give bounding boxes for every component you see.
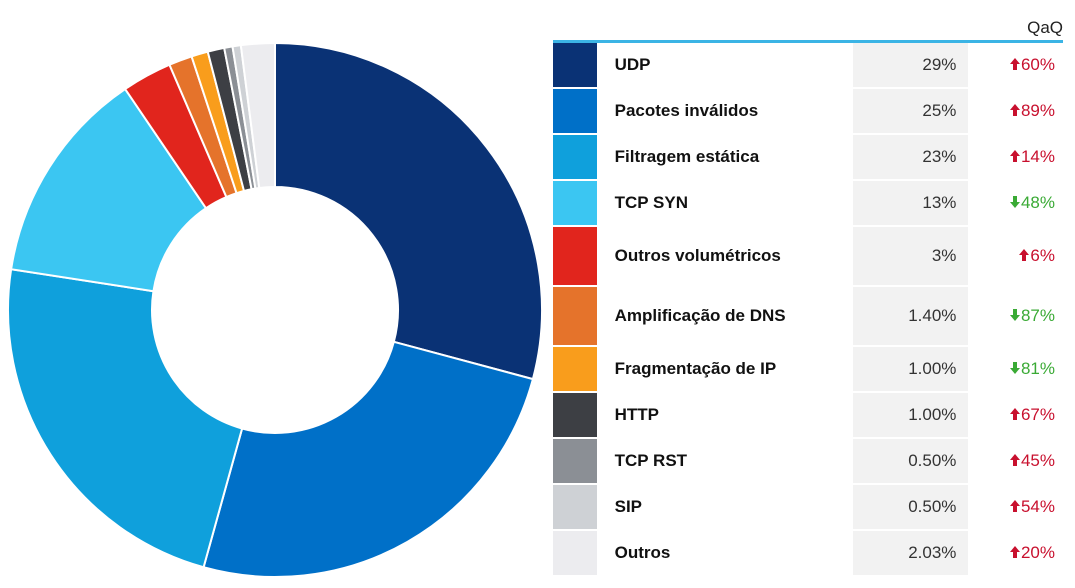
qoq-label: 54% [1020, 497, 1055, 516]
legend-label: Pacotes inválidos [596, 88, 854, 135]
qoq-label: 6% [1030, 246, 1055, 265]
legend-label: Outros volumétricos [596, 226, 854, 287]
arrow-shape [1009, 408, 1020, 420]
qoq-label: 20% [1020, 543, 1055, 562]
legend-row: SIP 0.50% 54% [553, 484, 1063, 531]
value-label: 3% [853, 226, 969, 287]
qoq-label: 45% [1020, 451, 1055, 470]
legend-row: TCP SYN 13% 48% [553, 180, 1063, 227]
trend-arrow [1009, 546, 1020, 558]
legend-row: Fragmentação de IP 1.00% 81% [553, 346, 1063, 393]
value-label: 1.00% [853, 392, 969, 439]
value-label: 23% [853, 134, 969, 181]
donut-slice [7, 268, 244, 569]
donut-slice [202, 340, 535, 578]
trend-arrow [1009, 150, 1020, 162]
legend-label: Amplificação de DNS [596, 286, 854, 347]
qoq-cell: 89% [968, 88, 1063, 135]
donut-slice [9, 87, 208, 293]
legend-row: HTTP 1.00% 67% [553, 392, 1063, 439]
legend-row: Outros 2.03% 20% [553, 530, 1063, 577]
legend-label: Filtragem estática [596, 134, 854, 181]
legend-swatch [553, 286, 597, 347]
legend-swatch [553, 180, 597, 227]
qoq-cell: 20% [968, 530, 1063, 577]
legend-label: TCP RST [596, 438, 854, 485]
legend-row: Outros volumétricos 3% 6% [553, 226, 1063, 287]
donut-slice [274, 41, 543, 381]
arrow-shape [1009, 454, 1020, 466]
legend-label: TCP SYN [596, 180, 854, 227]
qoq-cell: 48% [968, 180, 1063, 227]
value-label: 0.50% [853, 484, 969, 531]
qoq-header: QaQ [1027, 18, 1063, 37]
trend-arrow [1019, 249, 1030, 261]
legend-label: HTTP [596, 392, 854, 439]
legend-row: Pacotes inválidos 25% 89% [553, 88, 1063, 135]
donut-chart [7, 41, 543, 578]
arrow-shape [1019, 249, 1030, 261]
qoq-label: 81% [1020, 359, 1055, 378]
qoq-cell: 6% [968, 226, 1063, 287]
qoq-cell: 45% [968, 438, 1063, 485]
legend-swatch [553, 346, 597, 393]
value-label: 0.50% [853, 438, 969, 485]
trend-arrow [1009, 500, 1020, 512]
qoq-cell: 54% [968, 484, 1063, 531]
qoq-cell: 87% [968, 286, 1063, 347]
trend-arrow [1009, 408, 1020, 420]
qoq-label: 48% [1020, 193, 1055, 212]
value-label: 13% [853, 180, 969, 227]
qoq-cell: 60% [968, 41, 1063, 89]
value-label: 1.00% [853, 346, 969, 393]
legend-swatch [553, 530, 597, 577]
arrow-shape [1009, 546, 1020, 558]
legend-row: Amplificação de DNS 1.40% 87% [553, 286, 1063, 347]
qoq-label: 89% [1020, 101, 1055, 120]
legend-swatch [553, 88, 597, 135]
value-label: 29% [853, 41, 969, 89]
value-label: 2.03% [853, 530, 969, 577]
legend-row: Filtragem estática 23% 14% [553, 134, 1063, 181]
arrow-shape [1009, 150, 1020, 162]
value-label: 1.40% [853, 286, 969, 347]
trend-arrow [1009, 362, 1020, 374]
trend-arrow [1009, 104, 1020, 116]
trend-arrow [1009, 454, 1020, 466]
legend-row: TCP RST 0.50% 45% [553, 438, 1063, 485]
qoq-cell: 67% [968, 392, 1063, 439]
legend-label: Outros [596, 530, 854, 577]
legend-row: UDP 29% 60% [553, 41, 1063, 89]
legend-label: SIP [596, 484, 854, 531]
legend-label: UDP [596, 41, 854, 89]
legend-swatch [553, 438, 597, 485]
legend-swatch [553, 41, 597, 89]
qoq-label: 60% [1020, 55, 1055, 74]
legend-swatch [553, 134, 597, 181]
arrow-shape [1009, 104, 1020, 116]
value-label: 25% [853, 88, 969, 135]
legend-swatch [553, 226, 597, 287]
qoq-label: 87% [1020, 306, 1055, 325]
arrow-shape [1009, 309, 1020, 321]
trend-arrow [1009, 309, 1020, 321]
donut-slice [239, 41, 276, 190]
arrow-shape [1009, 58, 1020, 70]
qoq-label: 14% [1020, 147, 1055, 166]
arrow-shape [1009, 500, 1020, 512]
legend-swatch [553, 484, 597, 531]
arrow-shape [1009, 362, 1020, 374]
trend-arrow [1009, 58, 1020, 70]
arrow-shape [1009, 196, 1020, 208]
trend-arrow [1009, 196, 1020, 208]
legend-table: UDP 29% 60% Pacotes inválidos 25% 89% Filtrage… [553, 40, 1063, 577]
legend-label: Fragmentação de IP [596, 346, 854, 393]
qoq-label: 67% [1020, 405, 1055, 424]
qoq-cell: 81% [968, 346, 1063, 393]
legend-swatch [553, 392, 597, 439]
qoq-cell: 14% [968, 134, 1063, 181]
